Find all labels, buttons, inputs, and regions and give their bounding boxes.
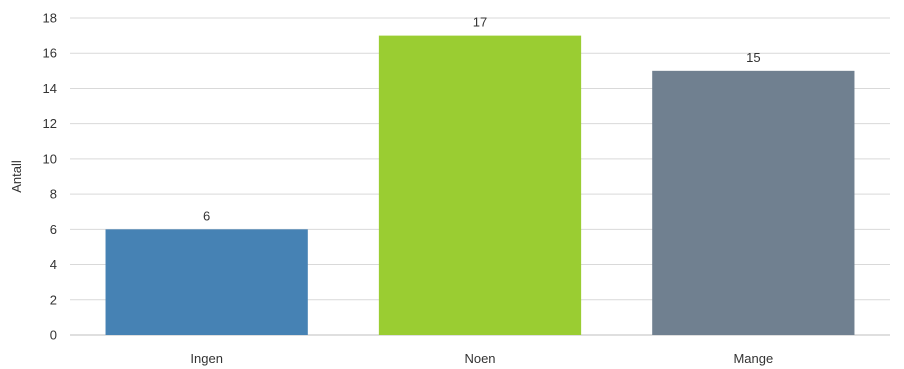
y-tick-label: 0 bbox=[50, 328, 57, 343]
category-label-mange: Mange bbox=[733, 351, 773, 366]
y-axis-title: Antall bbox=[9, 160, 24, 193]
y-tick-label: 10 bbox=[43, 151, 57, 166]
bar-ingen bbox=[105, 229, 308, 335]
y-tick-label: 16 bbox=[43, 46, 57, 61]
data-label-ingen: 6 bbox=[203, 208, 210, 223]
bar-noen bbox=[378, 35, 582, 335]
y-axis-ticks: 0 2 4 6 8 10 12 14 16 18 bbox=[43, 11, 57, 343]
data-label-noen: 17 bbox=[473, 15, 487, 30]
y-tick-label: 8 bbox=[50, 187, 57, 202]
y-tick-label: 12 bbox=[43, 116, 57, 131]
y-tick-label: 6 bbox=[50, 222, 57, 237]
data-label-mange: 15 bbox=[746, 50, 760, 65]
y-tick-label: 18 bbox=[43, 11, 57, 26]
bar-mange bbox=[652, 70, 855, 335]
category-label-noen: Noen bbox=[464, 351, 495, 366]
bars bbox=[105, 35, 855, 335]
category-label-ingen: Ingen bbox=[190, 351, 223, 366]
y-tick-label: 14 bbox=[43, 81, 57, 96]
y-tick-label: 4 bbox=[50, 257, 57, 272]
data-labels: 6 17 15 bbox=[203, 15, 761, 224]
y-tick-label: 2 bbox=[50, 292, 57, 307]
x-axis-categories: Ingen Noen Mange bbox=[190, 351, 773, 366]
